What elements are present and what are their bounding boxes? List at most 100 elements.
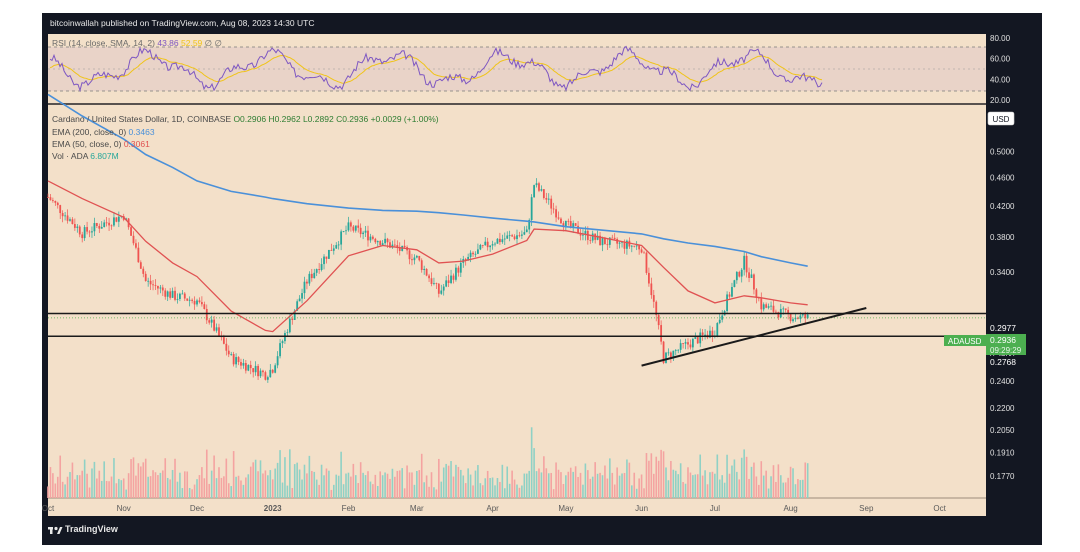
candle-body <box>381 243 384 246</box>
candle-body <box>105 222 108 224</box>
volume-bar <box>633 472 636 498</box>
candle-body <box>135 243 137 248</box>
candle-body <box>139 262 142 269</box>
volume-legend: Vol · ADA 6.807M <box>52 151 119 161</box>
price-axis[interactable]: 0.55000.50000.46000.42000.38000.34000.26… <box>990 118 1015 482</box>
volume-bar <box>208 483 211 498</box>
volume-bar <box>714 473 716 498</box>
current-price-tag <box>986 334 1026 355</box>
rsi-tick-label: 20.00 <box>990 96 1011 105</box>
candle-body <box>215 327 218 331</box>
volume-bar <box>179 472 181 498</box>
ascending-trendline[interactable] <box>641 307 867 367</box>
candle-body <box>523 232 526 235</box>
time-tick-label: Dec <box>190 504 204 513</box>
candle-body <box>345 230 347 232</box>
candle-body <box>542 189 545 198</box>
candle-body <box>718 319 721 324</box>
volume-bar <box>538 468 540 498</box>
volume-bar <box>113 458 115 498</box>
candle-body <box>330 249 333 251</box>
candle-body <box>472 252 474 255</box>
candle-body <box>437 283 440 294</box>
price-pane-background <box>48 105 986 498</box>
candle-body <box>110 225 113 227</box>
candle-body <box>464 259 467 261</box>
volume-bar <box>320 464 323 498</box>
candle-body <box>157 286 159 289</box>
volume-bar <box>645 453 648 498</box>
candle-body <box>533 185 535 198</box>
candle-body <box>367 230 369 241</box>
volume-bar <box>293 464 296 498</box>
volume-bar <box>269 470 272 498</box>
volume-bar <box>635 488 638 498</box>
candle-body <box>569 221 572 227</box>
volume-bar <box>105 481 108 498</box>
volume-bar <box>313 471 316 498</box>
volume-bar <box>711 471 714 498</box>
volume-bar <box>262 473 264 498</box>
volume-bar <box>525 473 528 498</box>
candle-body <box>225 343 228 351</box>
ohlc-close: C0.2936 <box>336 114 369 124</box>
volume-bar <box>472 485 474 498</box>
volume-bar <box>462 475 465 498</box>
candle-body <box>328 249 330 259</box>
candle-body <box>137 247 140 263</box>
volume-bar <box>767 488 770 498</box>
candle-body <box>459 262 462 273</box>
rsi-sma-line <box>49 54 823 84</box>
candle-body <box>560 218 562 224</box>
candle-body <box>86 227 88 232</box>
candle-body <box>423 268 426 270</box>
candle-body <box>691 338 694 348</box>
candle-body <box>755 289 758 298</box>
volume-bar <box>787 477 789 498</box>
tradingview-logo-icon <box>48 526 63 534</box>
candle-body <box>435 283 438 284</box>
candle-body <box>564 220 567 228</box>
support-price-label: 0.2768 <box>990 357 1016 367</box>
volume-bar <box>164 458 167 498</box>
candle-body <box>379 241 382 246</box>
volume-bar <box>159 472 162 498</box>
volume-bar <box>521 485 523 498</box>
volume-bar <box>201 467 203 498</box>
volume-bar <box>271 479 274 498</box>
candle-body <box>66 215 69 221</box>
volume-bar <box>122 478 125 498</box>
candle-body <box>235 357 237 365</box>
volume-bar <box>477 465 479 498</box>
candle-body <box>318 269 321 270</box>
volume-bar <box>54 483 57 498</box>
candle-body <box>418 255 421 261</box>
volume-bar <box>479 483 482 498</box>
candle-body <box>445 280 448 287</box>
candle-body <box>71 219 74 225</box>
candle-body <box>259 370 262 377</box>
volume-bar <box>367 471 369 498</box>
volume-bar <box>665 467 667 498</box>
volume-bar <box>662 451 665 498</box>
volume-bar <box>516 484 518 498</box>
volume-bar <box>567 471 570 498</box>
volume-bar <box>332 484 335 498</box>
candle-body <box>374 238 377 243</box>
candle-body <box>621 241 623 243</box>
candle-body <box>200 302 203 305</box>
time-tick-label: May <box>558 504 573 513</box>
currency-button[interactable] <box>987 111 1015 126</box>
volume-bar <box>125 489 127 498</box>
volume-bar <box>496 478 499 498</box>
candle-body <box>442 286 445 291</box>
ema200-legend-label: EMA (200, close, 0) <box>52 127 127 137</box>
candle-body <box>616 238 619 244</box>
candle-body <box>789 313 792 322</box>
candle-body <box>689 344 692 348</box>
volume-bar <box>430 472 433 498</box>
volume-bar <box>359 462 362 498</box>
candle-body <box>54 201 57 203</box>
time-axis[interactable]: Oct Nov Dec 2023 Feb Mar Apr May Jun Jul Aug Sep Oct <box>42 504 947 513</box>
